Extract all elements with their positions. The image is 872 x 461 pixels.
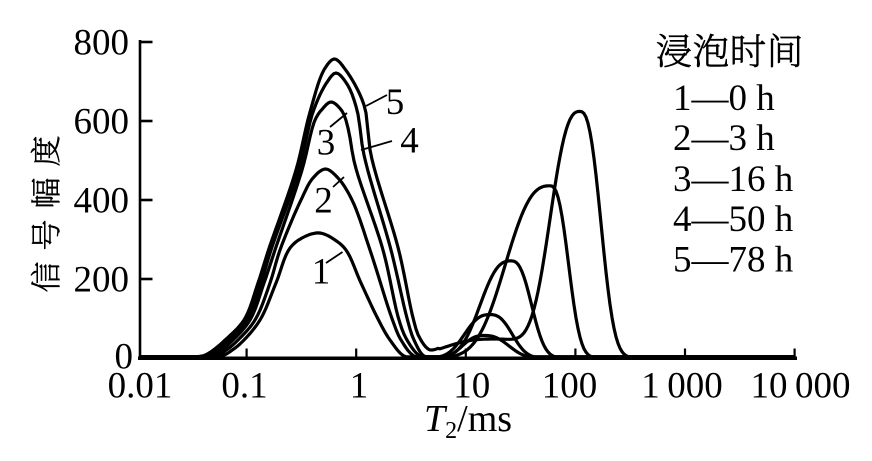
svg-text:10 000: 10 000: [751, 366, 851, 407]
svg-text:4: 4: [400, 121, 419, 162]
svg-text:600: 600: [74, 102, 130, 143]
svg-text:2—3 h: 2—3 h: [673, 118, 775, 159]
svg-text:T2/ms: T2/ms: [424, 398, 512, 444]
svg-text:1 000: 1 000: [641, 366, 722, 407]
svg-text:4—50 h: 4—50 h: [673, 199, 794, 240]
svg-text:3: 3: [317, 123, 336, 164]
svg-text:1—0 h: 1—0 h: [673, 78, 775, 119]
svg-text:3—16 h: 3—16 h: [673, 159, 794, 200]
svg-text:800: 800: [74, 23, 130, 64]
svg-text:200: 200: [74, 260, 130, 301]
svg-text:400: 400: [74, 181, 130, 222]
svg-text:1: 1: [350, 366, 369, 407]
svg-text:100: 100: [542, 366, 598, 407]
svg-text:2: 2: [314, 181, 333, 222]
svg-text:1: 1: [312, 252, 331, 293]
svg-text:5: 5: [386, 82, 405, 123]
svg-text:0.1: 0.1: [221, 366, 267, 407]
svg-text:0: 0: [115, 337, 134, 378]
svg-text:5—78 h: 5—78 h: [673, 240, 794, 281]
svg-text:0.01: 0.01: [108, 366, 173, 407]
svg-text:10: 10: [453, 366, 490, 407]
